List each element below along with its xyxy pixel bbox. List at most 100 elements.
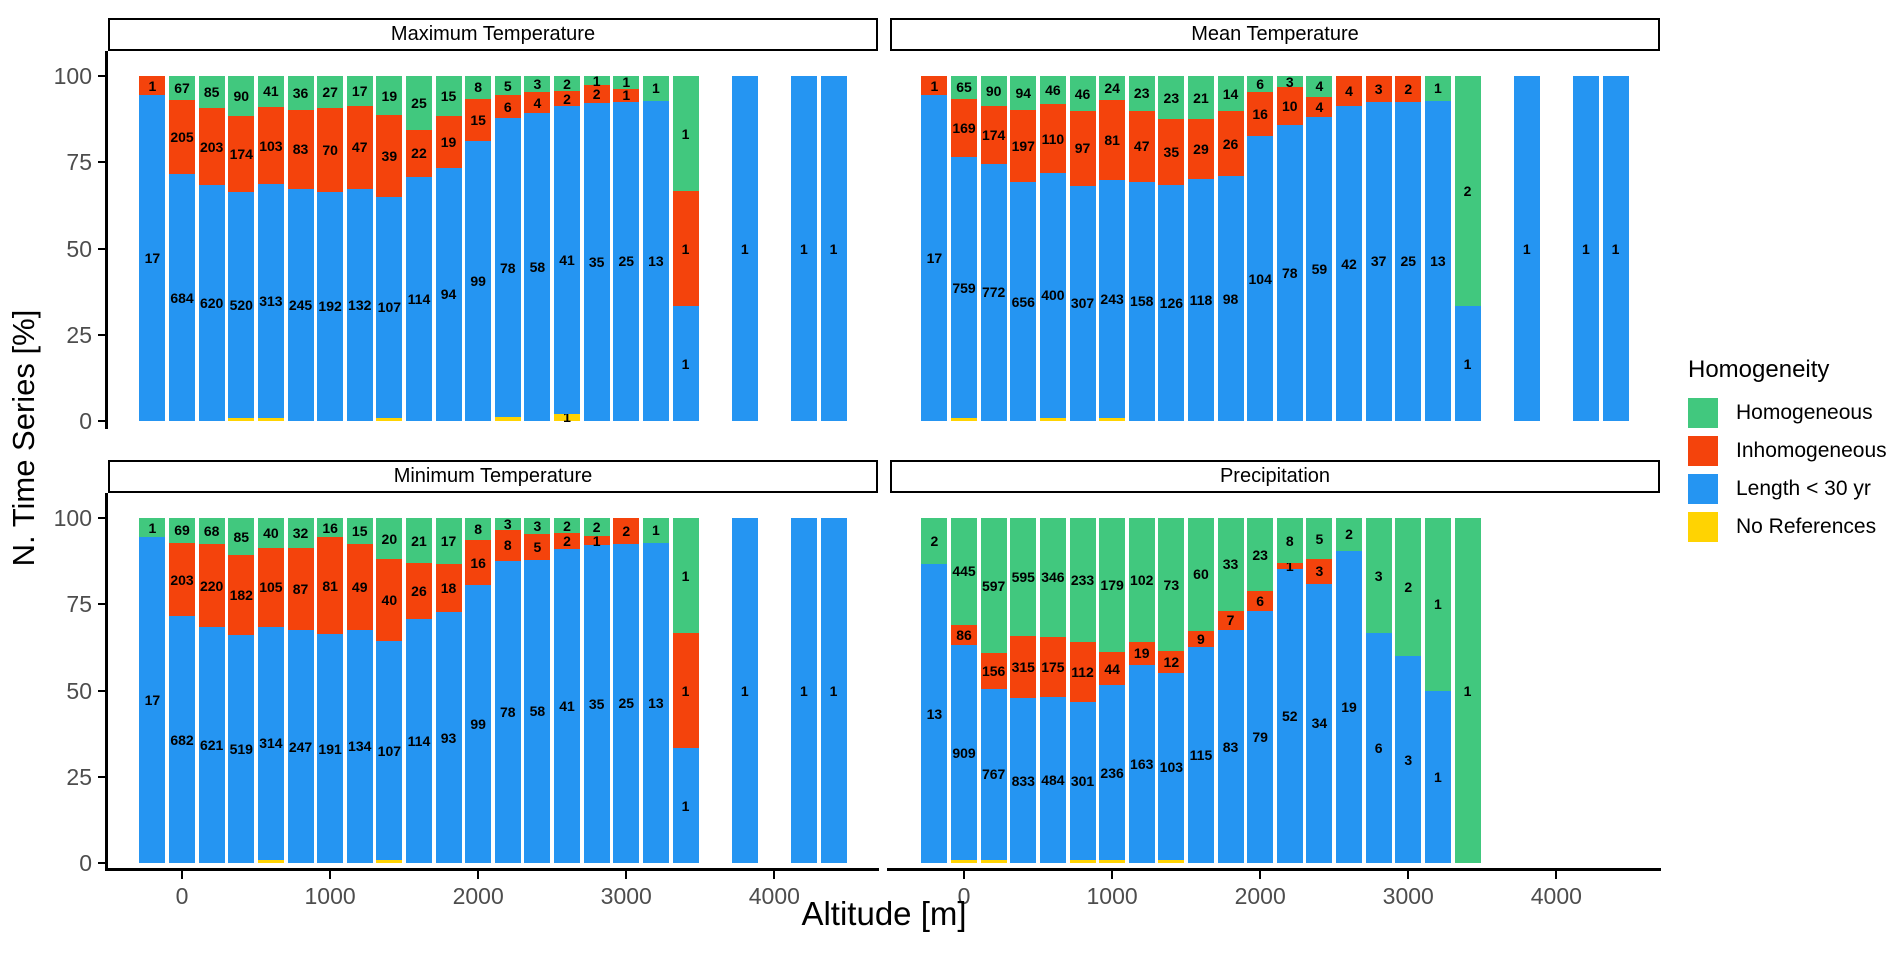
x-axis-tick-label: 0 [175,883,189,909]
bar-segment-length-30-yr [228,192,255,418]
bar-segment-count-label: 3 [1285,73,1294,90]
y-axis-tick-label: 75 [66,149,92,176]
bar-segment-homogeneous [1247,76,1274,93]
bar-segment-length-30-yr [951,157,978,418]
bar-segment-length-30-yr [1099,685,1126,860]
y-axis-tick-label: 0 [79,408,92,434]
bar-segment-count-label: 1 [1285,558,1294,575]
bar-segment-count-label: 346 [1041,569,1065,586]
bar-segment-count-label: 60 [1193,566,1209,583]
bar-segment-inhomogeneous [1069,642,1096,702]
bar-segment-inhomogeneous [951,98,978,158]
bar-segment-count-label: 17 [351,82,368,99]
bar-segment-length-30-yr [1187,647,1214,863]
bar-segment-inhomogeneous [1099,99,1126,180]
bar-segment-length-30-yr [494,560,521,863]
bar-segment-count-label: 37 [1370,253,1387,270]
bar-segment-length-30-yr [524,113,551,421]
bar-segment-count-label: 22 [411,145,427,162]
bar-segment-count-label: 1 [1433,768,1442,785]
y-axis-tick-label: 50 [66,677,92,704]
bar-segment-count-label: 191 [318,740,342,757]
homogeneous-swatch-icon [1688,398,1718,428]
bar-segment-count-label: 26 [1222,135,1239,152]
bar-segment-homogeneous [1128,76,1155,111]
bar-segment-count-label: 47 [351,139,368,156]
bar-segment-count-label: 52 [1282,707,1298,724]
bar-segment-count-label: 68 [203,522,220,539]
bar-segment-inhomogeneous [524,91,551,114]
bar-segment-inhomogeneous [287,110,314,189]
bar-segment-inhomogeneous [405,129,432,177]
bar-segment-homogeneous [494,518,521,530]
bar-segment-count-label: 15 [470,111,486,128]
y-axis-tick [98,775,105,778]
bar-segment-homogeneous [257,518,284,548]
bar-segment-inhomogeneous [376,115,403,197]
bar-segment-inhomogeneous [1247,591,1274,611]
bar-segment-homogeneous [1395,518,1422,656]
bar-segment-count-label: 484 [1041,771,1065,788]
bar-segment-length-30-yr [317,191,344,421]
bar-segment-count-label: 3 [1404,751,1413,768]
bar-segment-length-30-yr [435,167,462,421]
bar-segment-count-label: 70 [322,142,338,158]
bar-segment-no-references [554,413,581,421]
y-axis-tick [98,161,105,164]
bar-segment-homogeneous [554,518,581,534]
bar-segment-homogeneous [1039,518,1066,637]
legend-item-label: Homogeneous [1736,401,1873,424]
bar-segment-no-references [228,418,255,421]
bar-segment-count-label: 13 [926,705,943,722]
bar-segment-count-label: 33 [1222,556,1239,573]
facet-strip-precipitation: Precipitation [890,460,1660,493]
bar-segment-count-label: 39 [381,148,398,164]
bar-segment-count-label: 19 [1133,645,1150,662]
bar-segment-inhomogeneous [228,115,255,193]
bar-segment-count-label: 1 [148,77,157,94]
bar-segment-inhomogeneous [554,91,581,106]
bar-segment-count-label: 19 [440,134,457,151]
bar-segment-count-label: 1 [829,682,838,699]
bar-segment-inhomogeneous [1128,110,1155,182]
x-axis-tick [1555,871,1558,879]
y-axis-tick [98,603,105,606]
x-axis-tick [625,871,628,879]
bar-segment-count-label: 49 [351,578,368,595]
bar-segment-homogeneous [435,518,462,564]
bar-segment-homogeneous [1158,76,1185,120]
bar-segment-homogeneous [169,76,196,101]
bar-segment-homogeneous [1099,76,1126,100]
bar-segment-length-30-yr [198,185,225,421]
y-axis-tick-label: 100 [53,505,92,531]
bar-segment-count-label: 3 [1374,80,1383,97]
bar-segment-length-30-yr [921,95,948,421]
bar-segment-homogeneous [1365,518,1392,633]
legend-title: Homogeneity [1688,356,1830,383]
bar-segment-homogeneous [951,518,978,625]
bar-segment-count-label: 87 [292,581,309,598]
bar-segment-length-30-yr [1276,125,1303,421]
bar-segment-inhomogeneous [435,116,462,168]
x-axis-tick-label: 2000 [1234,883,1286,909]
bar-segment-count-label: 684 [170,289,194,306]
bar-segment-count-label: 25 [618,695,635,712]
bar-segment-homogeneous [1276,518,1303,564]
bar-segment-inhomogeneous [169,542,196,617]
bar-segment-count-label: 110 [1041,130,1065,147]
bar-segment-count-label: 519 [229,741,253,758]
legend-item-homogeneous: Homogeneous [1688,398,1888,428]
bar-segment-inhomogeneous [1187,119,1214,179]
bar-segment-count-label: 132 [348,296,372,313]
facet-strip-minimum-temperature: Minimum Temperature [108,460,878,493]
bar-segment-count-label: 1 [800,682,808,699]
x-axis-tick-label: 4000 [748,883,800,909]
bar-segment-inhomogeneous [465,98,492,142]
bar-segment-homogeneous [1069,518,1096,643]
bar-segment-length-30-yr [169,174,196,421]
x-axis-title: Altitude [m] [801,895,967,932]
bar-segment-count-label: 205 [170,129,194,146]
bar-segment-no-references [376,418,403,421]
bar-segment-count-label: 175 [1041,658,1065,675]
